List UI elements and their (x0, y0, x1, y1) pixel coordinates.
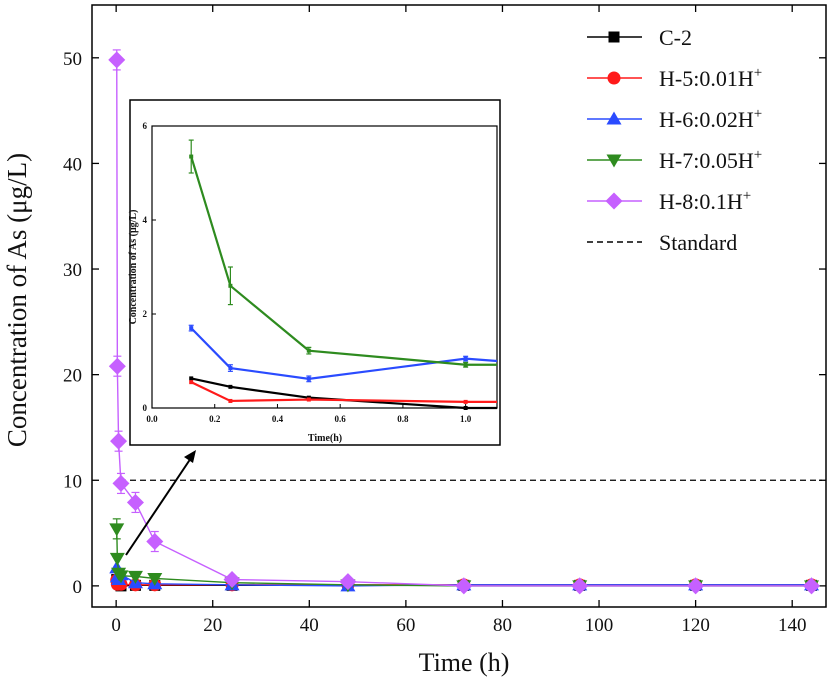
inset-data-point (306, 348, 311, 353)
data-point (108, 51, 126, 69)
x-tick-label: 140 (778, 615, 807, 636)
inset-series-h-6-0-02h- (188, 324, 498, 383)
inset-chart: 0.0 0.2 0.4 0.6 0.8 1.0 0 2 4 6 Time(h) Concentra… (128, 99, 501, 446)
legend-marker (606, 111, 622, 125)
series-h-8-0-1h (108, 49, 821, 595)
inset-data-point (228, 398, 233, 403)
legend-entry: H-8:0.1H+ (587, 188, 751, 214)
inset-x-tick-label: 0.4 (272, 414, 284, 424)
inset-series-group (188, 139, 498, 410)
data-point (339, 573, 357, 591)
data-point (110, 432, 128, 450)
inset-data-point (189, 376, 194, 381)
legend-label: H-8:0.1H+ (659, 188, 751, 214)
data-point (108, 357, 126, 375)
main-series-group (108, 49, 821, 595)
x-tick-label: 80 (493, 615, 512, 636)
data-point (127, 570, 143, 584)
inset-data-point (306, 376, 311, 381)
legend-label: Standard (659, 230, 737, 255)
inset-data-point (463, 356, 468, 361)
x-tick-label: 0 (111, 615, 121, 636)
inset-y-tick-label: 4 (143, 215, 148, 225)
y-tick-label: 30 (63, 260, 82, 281)
data-point (223, 571, 241, 589)
inset-data-point (189, 154, 194, 159)
y-tick-label: 50 (63, 49, 82, 70)
inset-x-tick-label: 0.2 (209, 414, 221, 424)
legend-label: H-7:0.05H+ (659, 147, 762, 173)
y-tick-label: 0 (73, 577, 83, 598)
data-point (146, 533, 164, 551)
data-point (113, 570, 129, 584)
inset-axis-ticks: 0.0 0.2 0.4 0.6 0.8 1.0 0 2 4 6 (143, 121, 472, 424)
x-tick-label: 20 (203, 615, 222, 636)
series-line (116, 528, 812, 587)
legend-entry: H-6:0.02H+ (587, 106, 762, 132)
inset-y-tick-label: 2 (143, 309, 148, 319)
inset-data-point (463, 406, 468, 410)
data-point (109, 552, 125, 566)
inset-data-point (228, 283, 233, 288)
legend: C-2 H-5:0.01H+ H-6:0.02H+ H-7:0.05H+ H-8:0.1… (587, 25, 762, 255)
inset-y-tick-label: 0 (143, 403, 148, 413)
legend-entry: C-2 (587, 25, 692, 50)
x-tick-label: 120 (681, 615, 710, 636)
inset-y-tick-label: 6 (143, 121, 148, 131)
inset-x-axis-label: Time(h) (308, 433, 342, 444)
inset-y-axis-label: Concentration of As (μg/L) (128, 210, 139, 325)
x-tick-label: 60 (396, 615, 415, 636)
data-point (126, 493, 144, 511)
data-point (109, 523, 125, 537)
y-tick-label: 10 (63, 471, 82, 492)
legend-marker (606, 154, 622, 168)
main-plot-frame (91, 4, 827, 608)
inset-x-tick-label: 1.0 (460, 414, 472, 424)
legend-marker (608, 31, 620, 43)
inset-series-h-5-0-01h- (189, 380, 497, 404)
data-point (147, 572, 163, 586)
data-point (687, 577, 705, 595)
x-tick-label: 100 (585, 615, 614, 636)
inset-data-point (228, 384, 233, 389)
inset-background (129, 99, 501, 446)
legend-entry-standard: Standard (587, 230, 737, 255)
data-point (571, 577, 589, 595)
inset-series-h-7-0-05h- (188, 139, 497, 368)
legend-entry: H-7:0.05H+ (587, 147, 762, 173)
x-axis-label: Time (h) (419, 648, 510, 677)
inset-x-tick-label: 0.6 (335, 414, 347, 424)
inset-plot-frame (151, 125, 498, 409)
inset-data-point (189, 326, 194, 331)
legend-marker (605, 192, 623, 210)
data-point (803, 577, 821, 595)
y-tick-label: 20 (63, 366, 82, 387)
zoom-arrow (125, 450, 196, 556)
legend-label: C-2 (659, 25, 692, 50)
series-line (116, 59, 812, 587)
data-point (455, 577, 473, 595)
x-tick-label: 40 (300, 615, 319, 636)
legend-label: H-5:0.01H+ (659, 65, 762, 91)
inset-data-point (463, 362, 468, 367)
y-tick-label: 40 (63, 154, 82, 175)
legend-entry: H-5:0.01H+ (587, 65, 762, 91)
legend-label: H-6:0.02H+ (659, 106, 762, 132)
legend-marker (607, 71, 621, 85)
inset-data-point (463, 399, 468, 404)
inset-data-point (228, 366, 233, 371)
y-axis-label: Concentration of As (μg/L) (2, 153, 32, 447)
inset-data-point (306, 397, 311, 402)
data-point (112, 474, 130, 492)
inset-x-tick-label: 0.0 (146, 414, 158, 424)
inset-data-point (189, 380, 194, 385)
inset-x-tick-label: 0.8 (397, 414, 409, 424)
